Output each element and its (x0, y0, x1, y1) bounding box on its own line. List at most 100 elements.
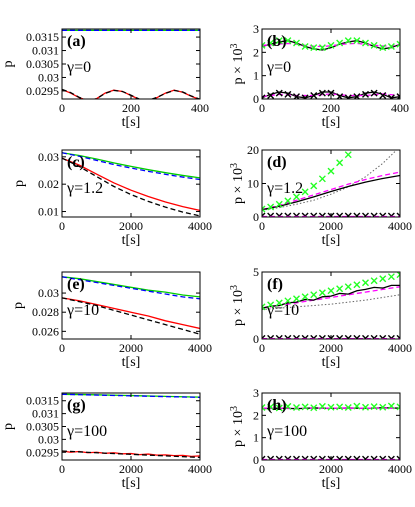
y-axis-label: p (12, 180, 27, 187)
y-axis-label: p (11, 302, 26, 309)
x-tick-label: 4000 (188, 462, 212, 476)
y-tick-label: 0.0295 (26, 84, 59, 98)
x-axis-label: t[s] (122, 355, 141, 370)
gamma-annotation: γ=10 (266, 302, 299, 319)
cross-marker (310, 44, 318, 52)
x-tick-label: 4000 (388, 341, 412, 355)
cross-marker (310, 92, 318, 99)
cross-marker (293, 295, 300, 303)
cross-marker (262, 205, 266, 213)
cross-marker (387, 94, 395, 99)
cross-marker (344, 151, 352, 159)
cross-marker (344, 37, 352, 45)
panel-label: (a) (67, 33, 86, 50)
cross-marker (344, 404, 352, 412)
x-tick-label: 0 (59, 219, 65, 233)
cross-marker (262, 94, 266, 99)
cross-marker (327, 41, 335, 49)
cross-marker (362, 39, 369, 47)
y-tick-label: 0.01 (38, 205, 59, 219)
panel-label: (f) (267, 276, 283, 293)
y-axis-label: p (1, 61, 16, 68)
cross-marker (267, 203, 275, 211)
x-tick-label: 2000 (319, 462, 343, 476)
cross-marker (310, 182, 318, 190)
cross-marker (262, 41, 266, 49)
cross-marker (336, 285, 344, 293)
series-line-black (62, 450, 200, 459)
cross-marker (396, 455, 400, 460)
y-tick-label: 0.026 (32, 324, 59, 338)
cross-marker (284, 297, 292, 305)
cross-marker (353, 455, 361, 460)
y-tick-label: 0.0315 (26, 394, 59, 408)
y-tick-label: 0.031 (32, 44, 59, 58)
cross-marker (370, 41, 378, 49)
cross-marker (284, 402, 292, 410)
cross-marker (344, 455, 352, 460)
series-line-red (62, 157, 200, 212)
x-axis-label: t[s] (122, 115, 141, 130)
cross-marker (396, 334, 400, 339)
series-group (62, 276, 200, 335)
cross-marker (336, 403, 344, 411)
cross-marker (310, 291, 318, 299)
series-line-black (262, 174, 400, 211)
cross-marker (267, 403, 275, 411)
x-axis-label: t[s] (322, 233, 341, 248)
x-tick-label: 400 (191, 101, 209, 115)
cross-marker (301, 94, 309, 99)
y-tick-label: 0.03 (38, 432, 59, 446)
cross-marker (336, 334, 344, 339)
cross-marker (284, 90, 292, 98)
cross-marker (262, 303, 266, 311)
cross-marker (387, 402, 395, 410)
x-tick-label: 200 (322, 101, 340, 115)
cross-marker (387, 273, 395, 281)
cross-marker (344, 283, 352, 291)
y-axis-label: p × 103 (229, 163, 246, 204)
cross-marker (370, 277, 378, 285)
cross-marker (379, 275, 387, 283)
cross-marker (396, 403, 400, 411)
cross-marker (396, 40, 400, 48)
cross-marker (336, 455, 344, 460)
cross-marker (370, 89, 378, 97)
cross-marker (327, 403, 335, 411)
gamma-annotation: γ=0 (66, 59, 91, 76)
panel-label: (h) (267, 397, 287, 414)
panel-label: (b) (267, 33, 287, 50)
cross-marker (353, 212, 361, 217)
x-tick-label: 2000 (319, 341, 343, 355)
x-tick-label: 0 (259, 219, 265, 233)
x-axis-label: t[s] (322, 355, 341, 370)
cross-marker (344, 212, 352, 217)
cross-marker (267, 39, 275, 47)
cross-marker (275, 404, 283, 412)
cross-marker (301, 293, 309, 301)
y-tick-label: 0.031 (32, 407, 59, 421)
series-line-dotted (262, 294, 400, 311)
series-line-red (62, 450, 200, 458)
x-tick-label: 2000 (119, 462, 143, 476)
gamma-annotation: γ=0 (266, 59, 291, 76)
x-tick-label: 4000 (188, 219, 212, 233)
cross-marker (318, 402, 326, 410)
cross-marker (396, 272, 400, 279)
cross-marker (379, 403, 387, 411)
y-tick-label: 3 (253, 22, 259, 36)
x-axis-label: t[s] (322, 115, 341, 130)
cross-marker (275, 89, 283, 97)
y-tick-label: 1 (253, 69, 259, 83)
y-axis-label: p (1, 423, 16, 430)
x-tick-label: 4000 (388, 462, 412, 476)
cross-marker (301, 403, 309, 411)
series-line-black (62, 157, 200, 217)
series-line-dotted (262, 150, 398, 211)
y-tick-label: 0 (253, 92, 259, 106)
gamma-annotation: γ=1.2 (66, 180, 103, 197)
cross-marker (344, 334, 352, 339)
x-tick-label: 4000 (188, 341, 212, 355)
x-tick-label: 4000 (388, 219, 412, 233)
